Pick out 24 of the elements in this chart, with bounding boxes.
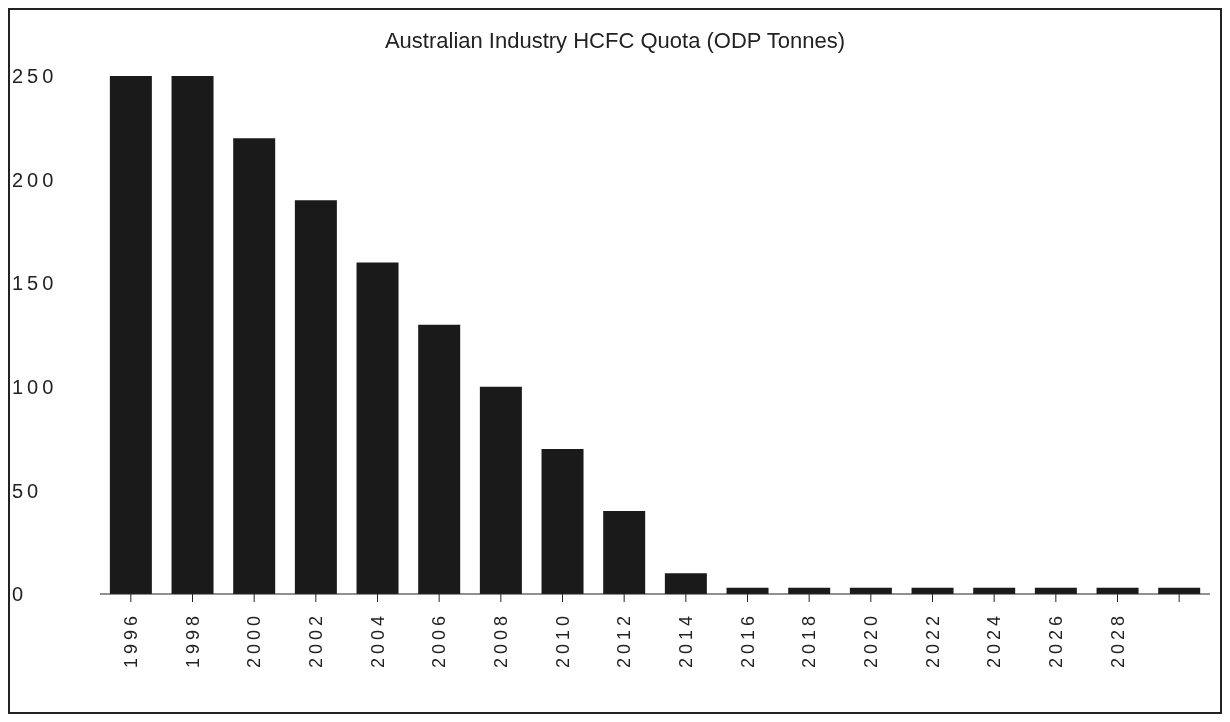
x-tick-label: 2028 xyxy=(1107,612,1128,669)
x-tick-label: 2008 xyxy=(490,612,511,669)
y-tick-label: 100 xyxy=(12,375,58,398)
x-tick-label: 2024 xyxy=(984,612,1005,669)
y-tick-label: 200 xyxy=(12,168,58,191)
y-tick-label: 250 xyxy=(12,65,58,88)
y-tick-label: 150 xyxy=(12,272,58,295)
y-tick-label: 0 xyxy=(12,583,28,606)
x-tick-label: 2014 xyxy=(675,612,696,669)
x-tick-label: 2002 xyxy=(305,612,326,669)
x-tick-label: 2022 xyxy=(922,612,943,669)
x-tick-label: 1998 xyxy=(182,612,203,669)
x-tick-label: 2010 xyxy=(552,612,573,669)
x-tick-label: 2000 xyxy=(244,612,265,669)
x-tick-label: 2020 xyxy=(860,612,881,669)
x-tick-label: 2006 xyxy=(429,612,450,669)
y-tick-label: 50 xyxy=(12,479,43,502)
chart-title: Australian Industry HCFC Quota (ODP Tonnes) xyxy=(383,27,847,54)
x-tick-label: 2004 xyxy=(367,612,388,669)
x-tick-label: 2012 xyxy=(614,612,635,669)
x-tick-label: 2016 xyxy=(737,612,758,669)
x-tick-label: 2026 xyxy=(1045,612,1066,669)
x-tick-label: 2018 xyxy=(799,612,820,669)
x-tick-label: 1996 xyxy=(120,612,141,669)
